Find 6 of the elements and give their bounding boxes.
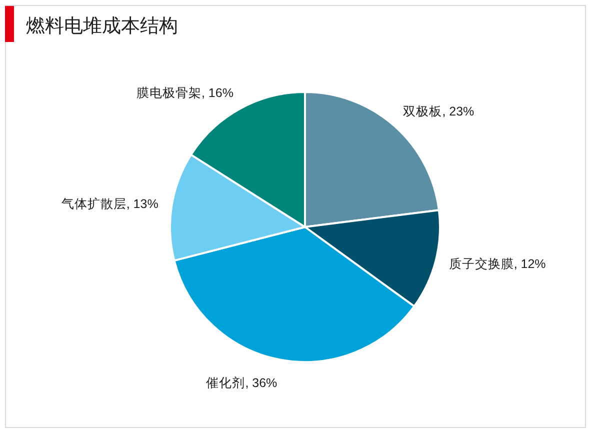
slice-label: 膜电极骨架, 16%	[136, 86, 234, 100]
slice-label: 双极板, 23%	[403, 104, 474, 119]
slice-label: 气体扩散层, 13%	[61, 196, 158, 211]
slice-label: 催化剂, 36%	[206, 374, 278, 390]
slice-label: 质子交换膜, 12%	[448, 256, 546, 271]
chart-title: 燃料电堆成本结构	[26, 16, 178, 37]
